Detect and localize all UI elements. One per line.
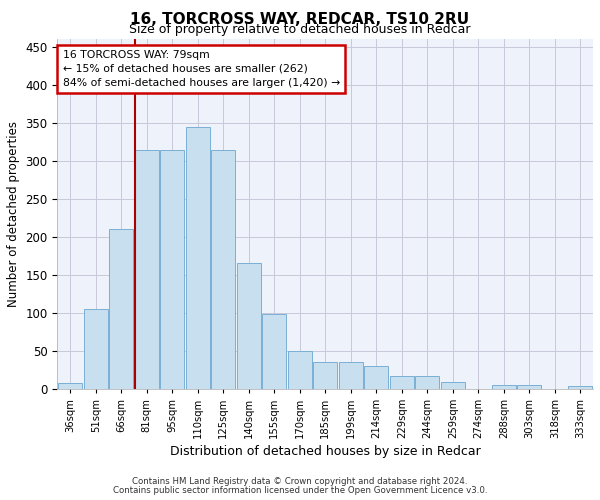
Bar: [389, 376, 414, 388]
Bar: [109, 230, 133, 388]
Bar: [364, 366, 388, 388]
Text: Contains HM Land Registry data © Crown copyright and database right 2024.: Contains HM Land Registry data © Crown c…: [132, 477, 468, 486]
Bar: [211, 150, 235, 388]
Bar: [262, 314, 286, 388]
Bar: [83, 309, 108, 388]
Bar: [568, 386, 592, 388]
Bar: [338, 362, 363, 388]
Bar: [415, 376, 439, 388]
X-axis label: Distribution of detached houses by size in Redcar: Distribution of detached houses by size …: [170, 445, 481, 458]
Text: 16, TORCROSS WAY, REDCAR, TS10 2RU: 16, TORCROSS WAY, REDCAR, TS10 2RU: [130, 12, 470, 28]
Bar: [440, 382, 465, 388]
Bar: [287, 350, 312, 389]
Bar: [236, 264, 261, 388]
Text: Size of property relative to detached houses in Redcar: Size of property relative to detached ho…: [129, 24, 471, 36]
Bar: [491, 385, 516, 388]
Bar: [517, 385, 541, 388]
Bar: [313, 362, 337, 388]
Bar: [160, 150, 184, 388]
Text: 16 TORCROSS WAY: 79sqm
← 15% of detached houses are smaller (262)
84% of semi-de: 16 TORCROSS WAY: 79sqm ← 15% of detached…: [63, 50, 340, 88]
Bar: [185, 127, 210, 388]
Text: Contains public sector information licensed under the Open Government Licence v3: Contains public sector information licen…: [113, 486, 487, 495]
Bar: [58, 384, 82, 388]
Y-axis label: Number of detached properties: Number of detached properties: [7, 121, 20, 307]
Bar: [134, 150, 159, 388]
